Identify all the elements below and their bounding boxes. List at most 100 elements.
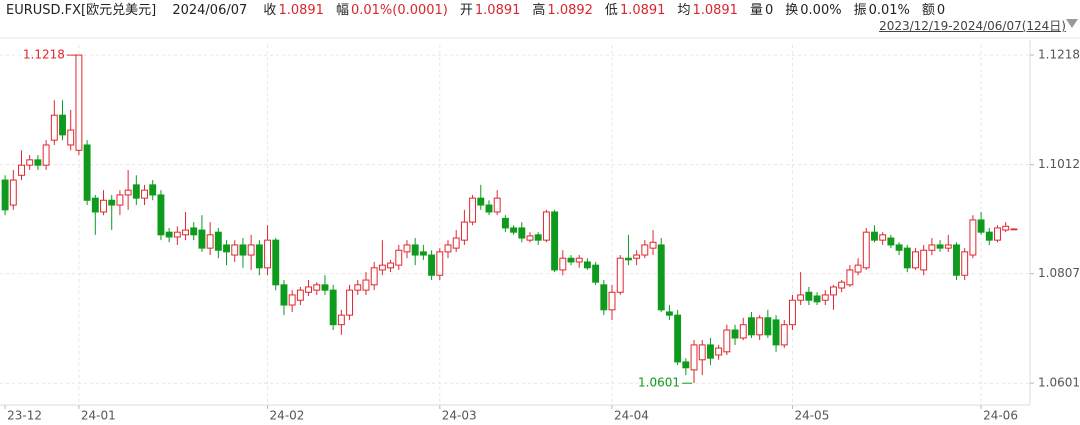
candle-body — [247, 244, 255, 256]
candle-body — [821, 294, 829, 301]
field-value: 1.0891 — [619, 3, 666, 18]
candle-body — [124, 189, 132, 196]
candle-body — [100, 199, 107, 213]
candle-body — [346, 289, 354, 316]
candle-body — [723, 329, 731, 353]
candle-body — [239, 244, 247, 256]
candle-body — [296, 289, 304, 301]
candle-body — [485, 204, 493, 213]
candle-body — [255, 244, 263, 269]
candle-body — [698, 344, 706, 361]
candle-body — [313, 284, 321, 291]
candle-body — [50, 114, 58, 141]
candle-body — [944, 244, 952, 249]
candle-body — [264, 239, 272, 269]
candle-body — [272, 239, 280, 286]
candle-body — [411, 244, 419, 256]
candle-body — [157, 194, 165, 236]
candle-body — [108, 199, 116, 206]
candle-body — [608, 291, 616, 311]
candle-body — [772, 319, 780, 346]
field-value: 1.0891 — [692, 3, 738, 18]
field-value: 0.01%(0.0001) — [350, 3, 448, 18]
candle-body — [403, 244, 411, 253]
candle-body — [780, 324, 788, 346]
field-label: 收 — [263, 3, 277, 18]
candle-body — [936, 244, 944, 249]
candle-body — [305, 286, 313, 293]
candle-body — [624, 257, 632, 261]
x-tick-label: 24-04 — [614, 409, 649, 423]
candle-body — [1010, 228, 1018, 231]
y-tick-label: 1.1218 — [1038, 48, 1080, 62]
candle-body — [739, 324, 747, 339]
candle-body — [871, 231, 878, 241]
quote-date: 2024/06/07 — [172, 3, 248, 18]
candle-body — [895, 244, 903, 251]
min-label: 1.0601 — [638, 376, 680, 390]
symbol: EURUSD.FX[欧元兑美元] — [6, 3, 157, 18]
field-label: 额 — [921, 3, 935, 18]
date-range[interactable]: 2023/12/19-2024/06/07(124日) — [879, 19, 1066, 33]
candle-body — [1, 179, 9, 211]
candle-body — [419, 251, 427, 256]
candle-body — [452, 237, 460, 249]
candle-body — [674, 314, 682, 363]
candle-body — [288, 294, 296, 306]
field-value: 0.00% — [800, 3, 842, 18]
candle-body — [534, 234, 542, 241]
candle-body — [657, 244, 665, 311]
candle-body — [706, 344, 714, 359]
candle-body — [9, 179, 17, 206]
candle-body — [173, 231, 181, 238]
quote-header: EURUSD.FX[欧元兑美元] 2024/06/07 收 1.0891 幅 0.01… — [6, 0, 947, 22]
candle-body — [583, 261, 591, 269]
candle-body — [961, 251, 969, 276]
candle-body — [75, 54, 83, 151]
candle-body — [633, 254, 641, 259]
candle-body — [846, 269, 854, 286]
candle-body — [182, 229, 189, 236]
candle-body — [969, 219, 977, 256]
x-tick-label: 24-06 — [983, 409, 1018, 423]
candle-body — [231, 244, 239, 256]
max-label: 1.1218 — [23, 48, 65, 62]
candle-body — [477, 197, 485, 206]
candle-body — [764, 317, 772, 336]
x-tick-label: 23-12 — [7, 409, 42, 423]
candle-body — [551, 211, 559, 271]
candle-body — [756, 317, 764, 336]
candle-body — [67, 129, 75, 146]
field-value: 0 — [764, 3, 774, 18]
candle-body — [542, 211, 550, 241]
candle-body — [789, 299, 796, 326]
x-tick-label: 24-02 — [270, 409, 305, 423]
candle-body — [165, 231, 173, 238]
field-label: 换 — [785, 3, 799, 18]
candle-body — [830, 286, 837, 296]
field-label: 开 — [459, 3, 473, 18]
candle-body — [362, 279, 370, 291]
candle-body — [132, 184, 140, 199]
candle-body — [567, 257, 575, 263]
candle-body — [747, 317, 755, 336]
candle-body — [337, 314, 345, 326]
field-value: 1.0892 — [547, 3, 593, 18]
y-tick-label: 1.1012 — [1038, 157, 1080, 171]
candle-body — [559, 257, 567, 271]
field-label: 振 — [853, 3, 867, 18]
y-tick-label: 1.0807 — [1038, 266, 1080, 280]
candle-body — [641, 244, 649, 256]
candle-body — [887, 237, 895, 246]
candle-body — [444, 244, 452, 253]
candle-body — [903, 247, 911, 269]
candle-body — [575, 257, 583, 263]
candle-body — [600, 284, 608, 311]
candle-body — [34, 159, 42, 166]
candle-body — [223, 244, 230, 253]
candle-body — [977, 219, 985, 233]
range-dropdown[interactable] — [1066, 19, 1078, 28]
candle-body — [329, 289, 337, 326]
candle-body — [526, 235, 534, 241]
